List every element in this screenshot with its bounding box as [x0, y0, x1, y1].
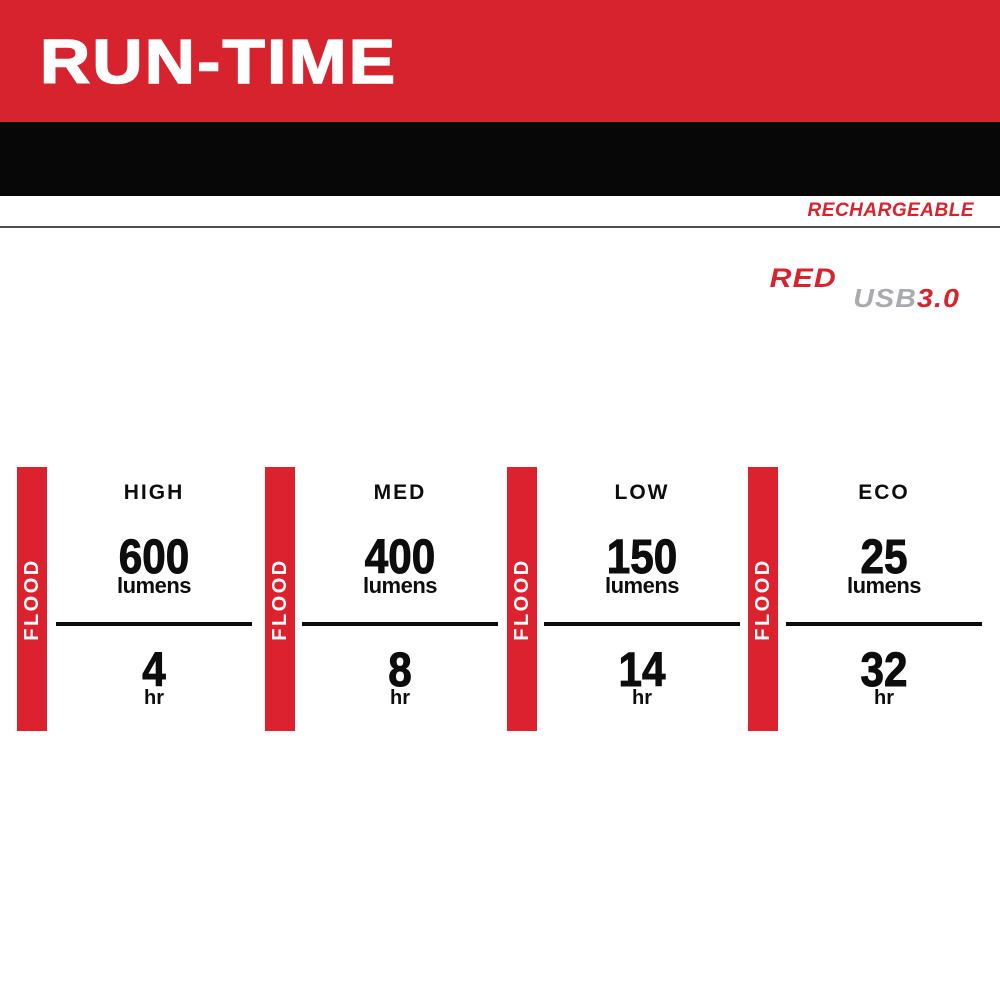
header-divider — [0, 226, 1000, 228]
usb-version-text: 3.0 — [916, 283, 960, 313]
lumens-unit: lumens — [116, 573, 192, 598]
lumens-unit: lumens — [604, 573, 680, 598]
brand-lithium-text: LITHIUM — [836, 263, 967, 293]
lumens-value: 600 — [118, 531, 190, 584]
lumens-value: 25 — [860, 531, 908, 584]
flood-label: FLOOD — [510, 557, 533, 641]
runtime-unit: hr — [632, 687, 652, 709]
runtime-unit: hr — [144, 687, 164, 709]
lumens-unit: lumens — [362, 573, 438, 598]
trademark-symbol: ™ — [966, 261, 978, 272]
mode-name: ECO — [858, 481, 910, 504]
lumens-value: 400 — [364, 531, 436, 584]
redlithium-logo: REDLITHIUM™ — [769, 262, 978, 292]
mode-divider — [786, 622, 982, 626]
flood-bar-low: FLOOD — [507, 467, 537, 731]
page-title: RUN-TIME — [39, 28, 398, 97]
flood-label: FLOOD — [20, 557, 43, 641]
brand-red-text: RED — [769, 263, 837, 293]
flood-label: FLOOD — [751, 557, 774, 641]
brand-band: REDLITHIUM™ USB3.0 — [0, 122, 1000, 311]
flood-bar-med: FLOOD — [265, 467, 295, 731]
mode-name: HIGH — [123, 481, 185, 504]
lumens-unit: lumens — [846, 573, 922, 598]
runtime-banner: RUN-TIME — [0, 0, 1000, 122]
mode-divider — [56, 622, 252, 626]
flood-bar-high: FLOOD — [17, 467, 47, 731]
mode-column-med: MED 400 lumens 8 hr — [302, 467, 498, 731]
runtime-value: 4 — [142, 644, 166, 697]
mode-divider — [544, 622, 740, 626]
mode-name: MED — [373, 481, 427, 504]
runtime-value: 8 — [388, 644, 412, 697]
mode-column-high: HIGH 600 lumens 4 hr — [56, 467, 252, 731]
flood-label: FLOOD — [268, 557, 291, 641]
runtime-unit: hr — [390, 687, 410, 709]
runtime-value: 32 — [860, 644, 908, 697]
runtime-unit: hr — [874, 687, 894, 709]
usb30-logo: USB3.0 — [853, 285, 960, 311]
mode-name: LOW — [614, 481, 670, 504]
usb-text: USB — [853, 283, 917, 313]
mode-divider — [302, 622, 498, 626]
mode-column-eco: ECO 25 lumens 32 hr — [786, 467, 982, 731]
flood-bar-eco: FLOOD — [748, 467, 778, 731]
lumens-value: 150 — [606, 531, 678, 584]
rechargeable-label: RECHARGEABLE — [807, 200, 974, 221]
mode-column-low: LOW 150 lumens 14 hr — [544, 467, 740, 731]
runtime-value: 14 — [618, 644, 666, 697]
